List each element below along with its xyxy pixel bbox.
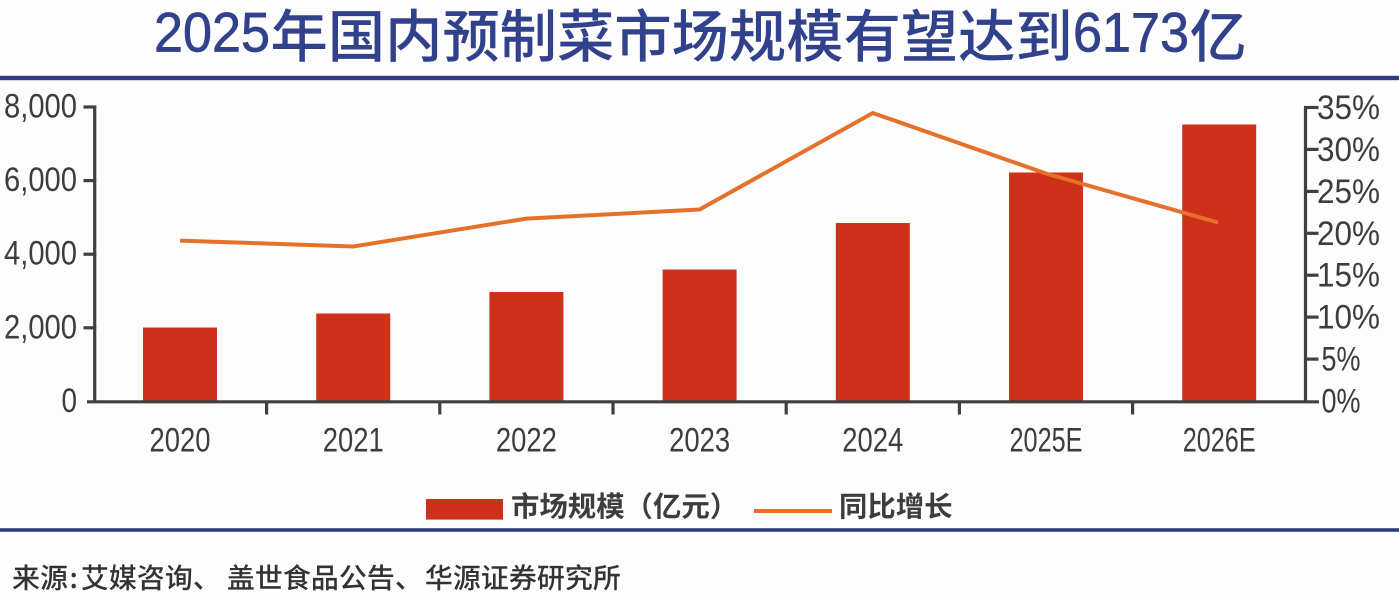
svg-text:30%: 30% [1317, 131, 1380, 169]
svg-text:35%: 35% [1317, 89, 1380, 127]
svg-text:5%: 5% [1322, 341, 1361, 379]
svg-text:20%: 20% [1317, 215, 1380, 253]
svg-text:4,000: 4,000 [4, 235, 77, 273]
svg-text:2025E: 2025E [1010, 422, 1083, 460]
svg-text:15%: 15% [1317, 257, 1380, 295]
svg-text:8,000: 8,000 [4, 88, 77, 126]
svg-text:2025: 2025 [154, 1, 270, 64]
svg-text:6173: 6173 [1073, 1, 1189, 64]
svg-text:0%: 0% [1322, 383, 1361, 421]
svg-text:10%: 10% [1317, 299, 1380, 337]
svg-text:0: 0 [62, 382, 78, 420]
svg-text:6,000: 6,000 [4, 161, 77, 199]
svg-text:2020: 2020 [150, 422, 211, 460]
svg-text:2024: 2024 [842, 422, 903, 460]
svg-text:2022: 2022 [496, 422, 557, 460]
svg-text:2021: 2021 [323, 422, 384, 460]
svg-text:2023: 2023 [669, 422, 730, 460]
svg-text:2026E: 2026E [1183, 422, 1256, 460]
svg-text:25%: 25% [1317, 173, 1380, 211]
svg-text:2,000: 2,000 [4, 308, 77, 346]
